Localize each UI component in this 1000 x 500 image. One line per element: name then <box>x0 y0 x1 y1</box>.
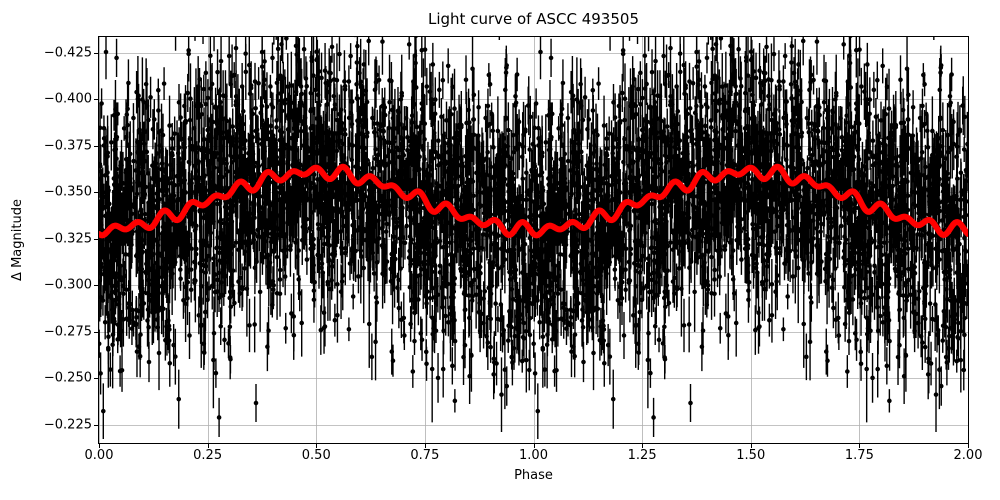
x-tick-label: 1.00 <box>519 448 548 463</box>
x-tick-label: 1.25 <box>627 448 657 463</box>
y-tick-label: −0.300 <box>43 277 92 293</box>
y-tick-mark <box>94 192 98 194</box>
y-tick-label: −0.275 <box>43 324 92 340</box>
x-axis-label: Phase <box>514 468 553 483</box>
y-tick-mark <box>94 285 98 287</box>
x-tick-label: 0.50 <box>301 448 331 463</box>
x-tick-label: 1.50 <box>736 448 766 463</box>
x-tick-label: 2.00 <box>953 448 983 463</box>
y-tick-mark <box>94 99 98 101</box>
x-tick-label: 0.75 <box>410 448 440 463</box>
x-tick-mark <box>750 444 752 448</box>
y-tick-label: −0.400 <box>43 91 92 107</box>
plot-area <box>98 36 969 444</box>
y-tick-mark <box>94 145 98 147</box>
x-tick-mark <box>424 444 426 448</box>
y-tick-label: −0.425 <box>43 45 92 61</box>
x-tick-mark <box>316 444 318 448</box>
x-tick-mark <box>533 444 535 448</box>
y-tick-label: −0.375 <box>43 138 92 154</box>
y-tick-label: −0.325 <box>43 231 92 247</box>
y-tick-label: −0.350 <box>43 184 92 200</box>
chart-title: Light curve of ASCC 493505 <box>428 10 639 28</box>
x-tick-mark <box>207 444 209 448</box>
x-tick-mark <box>642 444 644 448</box>
x-tick-mark <box>859 444 861 448</box>
x-tick-label: 1.75 <box>844 448 874 463</box>
y-tick-label: −0.250 <box>43 370 92 386</box>
y-tick-mark <box>94 424 98 426</box>
y-tick-mark <box>94 238 98 240</box>
y-tick-mark <box>94 331 98 333</box>
x-tick-mark <box>99 444 100 448</box>
x-tick-label: 0.00 <box>84 448 114 463</box>
y-tick-mark <box>94 378 98 380</box>
x-tick-mark <box>968 444 969 448</box>
y-tick-mark <box>94 52 98 54</box>
x-tick-label: 0.25 <box>193 448 223 463</box>
y-tick-label: −0.225 <box>43 417 92 433</box>
chart-canvas <box>99 37 968 443</box>
